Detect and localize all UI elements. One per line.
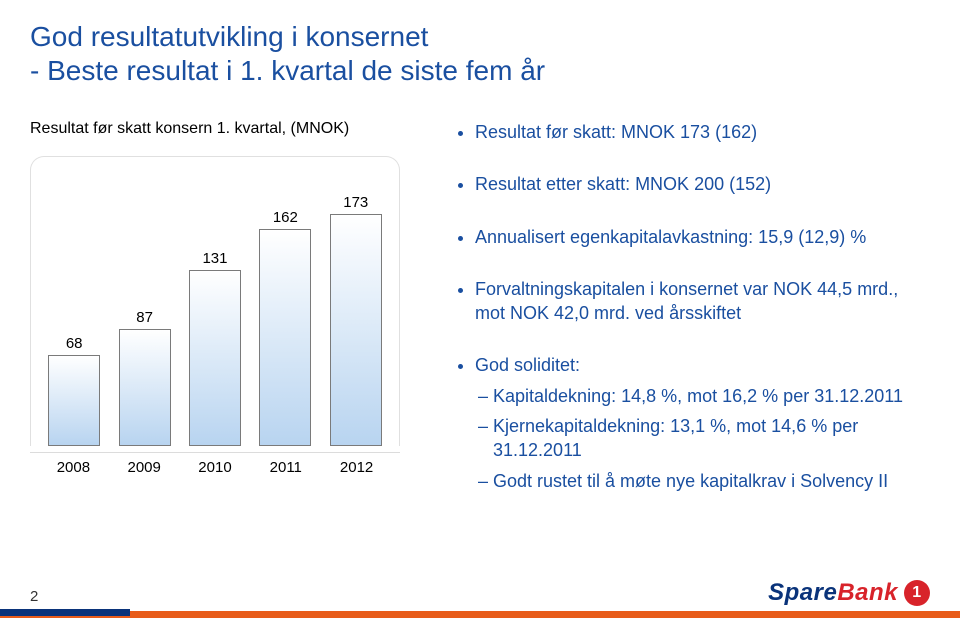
- logo-badge-icon: 1: [904, 580, 930, 606]
- bullet-item: Forvaltningskapitalen i konsernet var NO…: [475, 277, 925, 326]
- bullet-text: Forvaltningskapitalen i konsernet var NO…: [475, 279, 898, 323]
- bar-value-label: 68: [66, 336, 83, 351]
- bar: 68: [48, 336, 100, 446]
- logo-word-2: Bank: [837, 579, 898, 607]
- logo-word-1: Spare: [768, 579, 837, 607]
- bullet-item: Resultat før skatt: MNOK 173 (162): [475, 120, 925, 144]
- x-tick-label: 2012: [331, 453, 383, 476]
- chart-x-axis: 2008 2009 2010 2011 2012: [30, 452, 400, 476]
- bullet-item: Resultat etter skatt: MNOK 200 (152): [475, 172, 925, 196]
- brand-logo: Spare Bank 1: [768, 579, 930, 607]
- bullet-item: God soliditet: Kapitaldekning: 14,8 %, mo…: [475, 353, 925, 492]
- sub-bullet-item: Kjernekapitaldekning: 13,1 %, mot 14,6 %…: [493, 414, 925, 463]
- bar-rect: [259, 229, 311, 446]
- sub-bullet-item: Godt rustet til å møte nye kapitalkrav i…: [493, 469, 925, 493]
- bullet-item: Annualisert egenkapitalavkastning: 15,9 …: [475, 225, 925, 249]
- bullet-text: God soliditet:: [475, 355, 580, 375]
- title-line-2: - Beste resultat i 1. kvartal de siste f…: [30, 54, 545, 88]
- bar-rect: [189, 270, 241, 446]
- chart-caption: Resultat før skatt konsern 1. kvartal, (…: [30, 120, 420, 138]
- x-tick-label: 2011: [260, 453, 312, 476]
- bar: 131: [189, 251, 241, 446]
- bar-value-label: 131: [202, 251, 227, 266]
- bar-rect: [48, 355, 100, 446]
- sub-bullet-item: Kapitaldekning: 14,8 %, mot 16,2 % per 3…: [493, 384, 925, 408]
- bar-rect: [330, 214, 382, 446]
- footer: 2 Spare Bank 1: [0, 585, 960, 631]
- bar: 87: [119, 310, 171, 446]
- bar-value-label: 173: [343, 195, 368, 210]
- chart: Resultat før skatt konsern 1. kvartal, (…: [30, 120, 420, 500]
- bar-rect: [119, 329, 171, 446]
- x-tick-label: 2008: [47, 453, 99, 476]
- x-tick-label: 2010: [189, 453, 241, 476]
- title-block: God resultatutvikling i konsernet - Best…: [30, 20, 545, 87]
- bullet-text: Resultat før skatt: MNOK 173 (162): [475, 122, 757, 142]
- bar-value-label: 87: [136, 310, 153, 325]
- chart-plot-area: 68 87 131 162 173: [30, 156, 400, 446]
- title-line-1: God resultatutvikling i konsernet: [30, 20, 545, 54]
- x-tick-label: 2009: [118, 453, 170, 476]
- bullet-text: Resultat etter skatt: MNOK 200 (152): [475, 174, 771, 194]
- page-number: 2: [30, 588, 38, 605]
- bar: 173: [330, 195, 382, 446]
- bar-value-label: 162: [273, 210, 298, 225]
- bullet-text: Annualisert egenkapitalavkastning: 15,9 …: [475, 227, 866, 247]
- bullet-list: Resultat før skatt: MNOK 173 (162) Result…: [455, 120, 925, 521]
- footer-accent-bar: [0, 611, 960, 618]
- bar: 162: [259, 210, 311, 446]
